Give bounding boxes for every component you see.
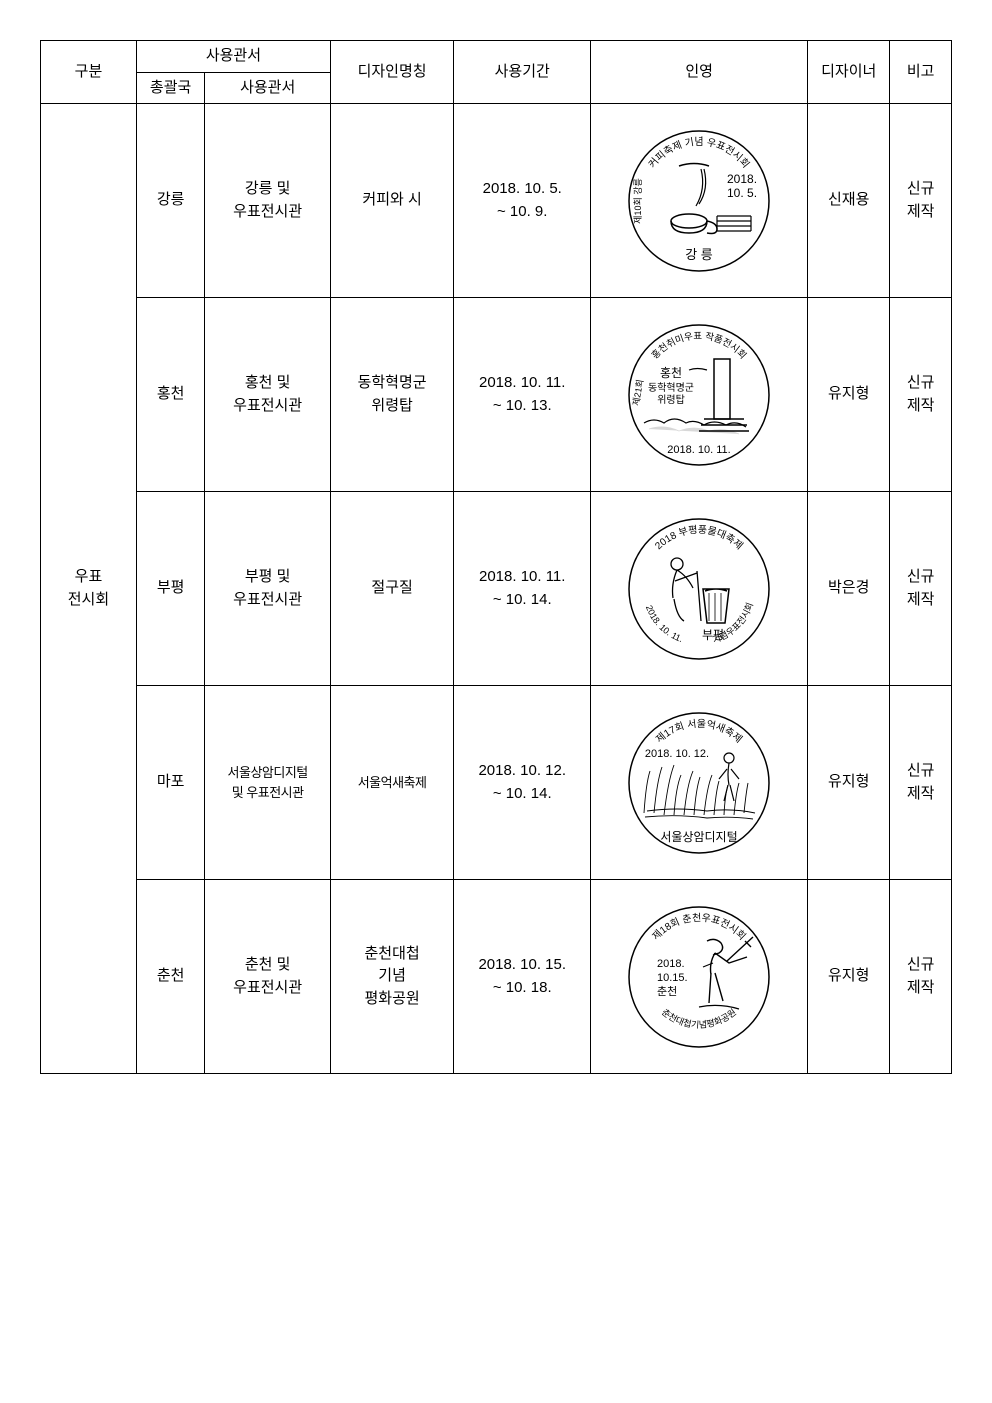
stamp-side: 제10회 강릉 <box>633 178 643 224</box>
th-gubun: 구분 <box>41 41 137 104</box>
cell-sayong: 강릉 및 우표전시관 <box>205 104 331 298</box>
stamp-arc-bottom: 춘천대첩기념평화공원 <box>660 1006 738 1029</box>
svg-text:홍천취미우표 작품전시회: 홍천취미우표 작품전시회 <box>649 330 748 361</box>
stamp-c3: 위령탑 <box>657 393 685 406</box>
stamp-bottom: 2018. 10. 11. <box>667 444 730 456</box>
table-row: 마포 서울상암디지털 및 우표전시관 서울억새축제 2018. 10. 12. … <box>41 686 952 880</box>
cell-stamp: 홍천취미우표 작품전시회 홍천 동학혁명군 위령탑 제21회 2018. 10.… <box>591 298 808 492</box>
stamp-c1: 홍천 <box>660 365 682 380</box>
th-bigo: 비고 <box>890 41 952 104</box>
th-chong: 총괄국 <box>136 72 204 104</box>
cell-chong: 홍천 <box>136 298 204 492</box>
cell-bigo: 신규 제작 <box>890 298 952 492</box>
stamp-table: 구분 사용관서 디자인명칭 사용기간 인영 디자이너 비고 총괄국 사용관서 우… <box>40 40 952 1074</box>
cell-designer: 박은경 <box>808 492 890 686</box>
table-row: 홍천 홍천 및 우표전시관 동학혁명군 위령탑 2018. 10. 11. ~ … <box>41 298 952 492</box>
stamp-impression: 제18회 춘천우표전시회 춘천대첩기념평화공원 2018. 10.15. 춘천 <box>619 897 779 1057</box>
cell-stamp: 2018 부평풍물대축제 2018. 10. 11. 기념우표전시회 부평 <box>591 492 808 686</box>
svg-text:춘천대첩기념평화공원: 춘천대첩기념평화공원 <box>660 1006 738 1029</box>
th-sayong-group: 사용관서 <box>136 41 330 73</box>
stamp-arc-text: 제17회 서울억새축제 <box>654 717 745 745</box>
cell-design: 서울억새축제 <box>330 686 453 880</box>
cell-chong: 춘천 <box>136 880 204 1074</box>
cell-bigo: 신규 제작 <box>890 492 952 686</box>
th-period: 사용기간 <box>454 41 591 104</box>
stamp-d2: 10.15. <box>657 972 688 984</box>
stamp-impression: 커피축제 기념 우표전시회 2018. 10. 5. 제10회 강릉 <box>619 121 779 281</box>
cell-designer: 신재용 <box>808 104 890 298</box>
period-end: ~ 10. 14. <box>456 589 588 612</box>
period-start: 2018. 10. 11. <box>456 566 588 589</box>
cell-bigo: 신규 제작 <box>890 686 952 880</box>
cell-designer: 유지형 <box>808 686 890 880</box>
period-start: 2018. 10. 11. <box>456 372 588 395</box>
stamp-d1: 2018. <box>657 958 685 970</box>
cell-chong: 마포 <box>136 686 204 880</box>
stamp-impression: 2018 부평풍물대축제 2018. 10. 11. 기념우표전시회 부평 <box>619 509 779 669</box>
stamp-date2: 10. 5. <box>727 186 757 200</box>
cell-sayong: 홍천 및 우표전시관 <box>205 298 331 492</box>
cell-designer: 유지형 <box>808 880 890 1074</box>
cell-bigo: 신규 제작 <box>890 880 952 1074</box>
cell-period: 2018. 10. 11. ~ 10. 14. <box>454 492 591 686</box>
cell-sayong: 부평 및 우표전시관 <box>205 492 331 686</box>
stamp-bottom: 서울상암디지털 <box>661 830 738 844</box>
cell-sayong: 서울상암디지털 및 우표전시관 <box>205 686 331 880</box>
stamp-side: 제21회 <box>631 378 645 406</box>
stamp-date1: 2018. <box>727 172 757 186</box>
cell-designer: 유지형 <box>808 298 890 492</box>
period-start: 2018. 10. 15. <box>456 954 588 977</box>
th-design: 디자인명칭 <box>330 41 453 104</box>
cell-period: 2018. 10. 15. ~ 10. 18. <box>454 880 591 1074</box>
stamp-date: 2018. 10. 12. <box>645 748 709 760</box>
period-start: 2018. 10. 5. <box>456 178 588 201</box>
stamp-loc: 춘천 <box>657 984 677 998</box>
cell-period: 2018. 10. 11. ~ 10. 13. <box>454 298 591 492</box>
stamp-c2: 동학혁명군 <box>648 382 694 394</box>
period-end: ~ 10. 14. <box>456 783 588 806</box>
table-row: 부평 부평 및 우표전시관 절구질 2018. 10. 11. ~ 10. 14… <box>41 492 952 686</box>
stamp-arc-text: 홍천취미우표 작품전시회 <box>649 330 748 361</box>
stamp-arc-text: 2018 부평풍물대축제 <box>653 523 745 551</box>
stamp-impression: 홍천취미우표 작품전시회 홍천 동학혁명군 위령탑 제21회 2018. 10.… <box>619 315 779 475</box>
th-sayong2: 사용관서 <box>205 72 331 104</box>
stamp-bottom: 강 릉 <box>685 247 713 262</box>
document-page: 구분 사용관서 디자인명칭 사용기간 인영 디자이너 비고 총괄국 사용관서 우… <box>40 40 952 1074</box>
cell-bigo: 신규 제작 <box>890 104 952 298</box>
svg-text:2018 부평풍물대축제: 2018 부평풍물대축제 <box>653 523 745 551</box>
stamp-bottom: 부평 <box>702 628 724 642</box>
cell-design: 절구질 <box>330 492 453 686</box>
cell-chong: 부평 <box>136 492 204 686</box>
cell-sayong: 춘천 및 우표전시관 <box>205 880 331 1074</box>
cell-design: 커피와 시 <box>330 104 453 298</box>
stamp-impression: 제17회 서울억새축제 2018. 10. 12. <box>619 703 779 863</box>
cell-stamp: 제17회 서울억새축제 2018. 10. 12. <box>591 686 808 880</box>
category-cell: 우표 전시회 <box>41 104 137 1074</box>
cell-period: 2018. 10. 5. ~ 10. 9. <box>454 104 591 298</box>
period-end: ~ 10. 9. <box>456 201 588 224</box>
cell-period: 2018. 10. 12. ~ 10. 14. <box>454 686 591 880</box>
th-designer: 디자이너 <box>808 41 890 104</box>
cell-stamp: 커피축제 기념 우표전시회 2018. 10. 5. 제10회 강릉 <box>591 104 808 298</box>
table-row: 우표 전시회 강릉 강릉 및 우표전시관 커피와 시 2018. 10. 5. … <box>41 104 952 298</box>
period-end: ~ 10. 18. <box>456 977 588 1000</box>
cell-design: 춘천대첩 기념 평화공원 <box>330 880 453 1074</box>
cell-chong: 강릉 <box>136 104 204 298</box>
th-inyeong: 인영 <box>591 41 808 104</box>
cell-design: 동학혁명군 위령탑 <box>330 298 453 492</box>
cell-stamp: 제18회 춘천우표전시회 춘천대첩기념평화공원 2018. 10.15. 춘천 <box>591 880 808 1074</box>
svg-text:제17회 서울억새축제: 제17회 서울억새축제 <box>654 717 745 745</box>
period-start: 2018. 10. 12. <box>456 760 588 783</box>
table-row: 춘천 춘천 및 우표전시관 춘천대첩 기념 평화공원 2018. 10. 15.… <box>41 880 952 1074</box>
period-end: ~ 10. 13. <box>456 395 588 418</box>
